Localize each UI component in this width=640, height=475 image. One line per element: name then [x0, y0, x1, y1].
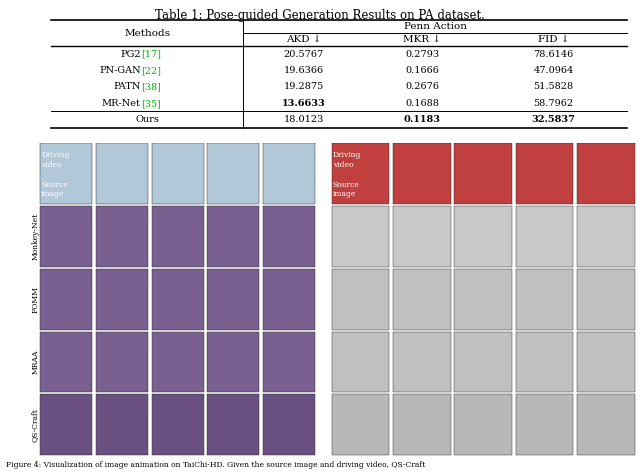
Bar — [40, 394, 92, 455]
Text: [35]: [35] — [141, 99, 161, 108]
Text: [17]: [17] — [141, 50, 161, 59]
Text: 78.6146: 78.6146 — [534, 50, 573, 59]
Bar — [516, 143, 573, 204]
Bar — [516, 332, 573, 392]
Bar — [96, 394, 148, 455]
Bar — [263, 332, 315, 392]
Bar — [207, 394, 259, 455]
Text: Table 1: Pose-guided Generation Results on PA dataset.: Table 1: Pose-guided Generation Results … — [155, 9, 485, 21]
Bar — [152, 269, 204, 330]
Bar — [393, 394, 451, 455]
Text: Driving
video: Driving video — [41, 152, 70, 169]
Bar — [152, 143, 204, 204]
Bar — [393, 206, 451, 267]
Bar — [152, 206, 204, 267]
Bar — [516, 206, 573, 267]
Text: Figure 4: Visualization of image animation on TaiChi-HD. Given the source image : Figure 4: Visualization of image animati… — [6, 461, 426, 468]
Text: 19.6366: 19.6366 — [284, 66, 324, 75]
Bar — [207, 269, 259, 330]
Bar — [454, 143, 512, 204]
Bar — [152, 394, 204, 455]
Text: QS-Craft: QS-Craft — [31, 408, 39, 442]
Text: 58.7962: 58.7962 — [534, 99, 573, 108]
Bar — [454, 332, 512, 392]
Text: 47.0964: 47.0964 — [534, 66, 573, 75]
Bar — [263, 269, 315, 330]
Bar — [454, 394, 512, 455]
Text: Monkey-Net: Monkey-Net — [31, 213, 39, 260]
Bar — [263, 394, 315, 455]
Bar — [393, 269, 451, 330]
Bar — [40, 206, 92, 267]
Text: 19.2875: 19.2875 — [284, 83, 324, 91]
Bar — [96, 332, 148, 392]
Text: FOMM: FOMM — [31, 286, 39, 313]
Bar — [332, 332, 389, 392]
Text: 0.1183: 0.1183 — [404, 115, 441, 124]
Bar — [207, 206, 259, 267]
Text: Ours: Ours — [135, 115, 159, 124]
Bar — [393, 332, 451, 392]
Text: 32.5837: 32.5837 — [532, 115, 575, 124]
Bar — [96, 143, 148, 204]
Text: PG2: PG2 — [120, 50, 141, 59]
Text: 18.0123: 18.0123 — [284, 115, 324, 124]
Bar — [516, 394, 573, 455]
Bar — [577, 143, 635, 204]
Text: MKR ↓: MKR ↓ — [403, 35, 442, 44]
Bar — [40, 332, 92, 392]
Bar — [207, 332, 259, 392]
Bar — [263, 143, 315, 204]
Text: MR-Net: MR-Net — [102, 99, 141, 108]
Bar — [96, 206, 148, 267]
Bar — [516, 269, 573, 330]
Text: FID ↓: FID ↓ — [538, 35, 570, 44]
Text: 0.2793: 0.2793 — [405, 50, 440, 59]
Bar — [393, 143, 451, 204]
Bar — [454, 269, 512, 330]
Text: 0.1688: 0.1688 — [406, 99, 439, 108]
Bar — [332, 206, 389, 267]
Text: Source
image: Source image — [333, 181, 360, 198]
Bar — [40, 143, 92, 204]
Bar — [207, 143, 259, 204]
Bar — [332, 143, 389, 204]
Text: Methods: Methods — [124, 28, 170, 38]
Text: [38]: [38] — [141, 83, 161, 91]
Text: [22]: [22] — [141, 66, 161, 75]
Text: 13.6633: 13.6633 — [282, 99, 326, 108]
Bar — [263, 206, 315, 267]
Bar — [454, 206, 512, 267]
Text: MRAA: MRAA — [31, 350, 39, 374]
Bar — [332, 269, 389, 330]
Text: Penn Action: Penn Action — [404, 22, 467, 31]
Bar — [577, 269, 635, 330]
Text: PATN: PATN — [113, 83, 141, 91]
Text: Source
image: Source image — [41, 181, 68, 198]
Bar — [152, 332, 204, 392]
Bar — [96, 269, 148, 330]
Bar — [577, 394, 635, 455]
Text: 20.5767: 20.5767 — [284, 50, 324, 59]
Bar — [332, 394, 389, 455]
Text: 51.5828: 51.5828 — [534, 83, 573, 91]
Bar — [577, 206, 635, 267]
Text: AKD ↓: AKD ↓ — [286, 35, 322, 44]
Text: PN-GAN: PN-GAN — [99, 66, 141, 75]
Bar — [577, 332, 635, 392]
Text: Driving
video: Driving video — [333, 152, 361, 169]
Bar — [40, 269, 92, 330]
Text: 0.2676: 0.2676 — [405, 83, 440, 91]
Text: 0.1666: 0.1666 — [406, 66, 439, 75]
